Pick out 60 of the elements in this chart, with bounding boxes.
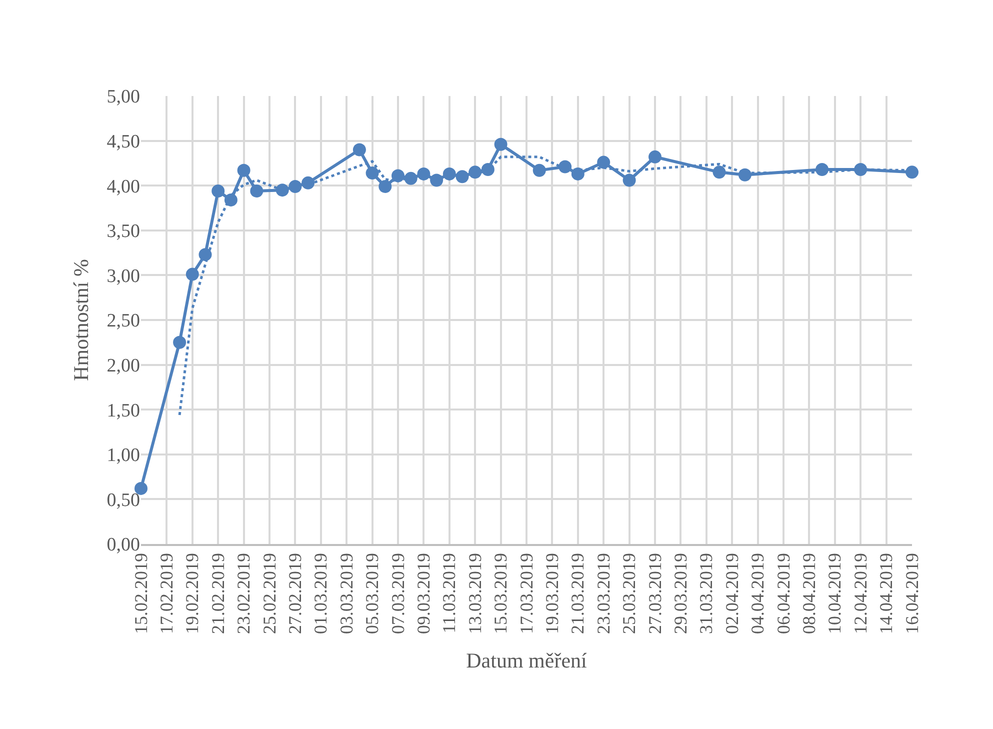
point	[134, 482, 148, 495]
x-tick-label: 06.04.2019	[773, 552, 794, 634]
point	[494, 138, 508, 151]
x-tick-label: 27.02.2019	[285, 552, 306, 634]
y-tick-label: 4,50	[106, 131, 140, 152]
x-tick-label: 27.03.2019	[644, 552, 665, 634]
point	[906, 166, 918, 179]
x-tick-label: 11.03.2019	[439, 552, 460, 634]
y-tick-label: 5,00	[106, 86, 140, 108]
x-tick-label: 07.03.2019	[388, 552, 408, 634]
point	[392, 169, 404, 182]
x-tick-label: 15.02.2019	[130, 552, 151, 634]
point	[378, 180, 392, 193]
x-tick-label: 12.04.2019	[850, 552, 870, 634]
point	[597, 156, 610, 169]
x-tick-label: 10.04.2019	[824, 552, 845, 634]
y-tick-label: 2,00	[106, 355, 140, 376]
point	[173, 336, 186, 349]
x-tick-label: 03.03.2019	[336, 552, 356, 634]
y-tick-label: 1,00	[106, 445, 140, 466]
point	[366, 166, 379, 180]
x-tick-label: 01.03.2019	[310, 552, 331, 634]
point	[186, 268, 199, 281]
x-tick-label: 13.03.2019	[464, 552, 485, 634]
point	[212, 184, 225, 198]
x-tick-label: 02.04.2019	[722, 552, 742, 634]
x-tick-label: 21.02.2019	[208, 552, 228, 634]
x-tick-label: 25.03.2019	[619, 552, 640, 634]
point	[237, 164, 250, 177]
point	[622, 174, 636, 187]
x-tick-label: 05.03.2019	[362, 552, 382, 634]
x-tick-label: 15.03.2019	[490, 552, 511, 634]
x-tick-label: 16.04.2019	[902, 552, 922, 634]
y-tick-label: 2,50	[106, 310, 140, 332]
x-tick-label: 17.02.2019	[156, 552, 177, 634]
x-tick-label: 29.03.2019	[670, 552, 691, 634]
y-tick-label: 3,50	[106, 221, 140, 242]
x-tick-label: 19.02.2019	[182, 552, 202, 634]
x-tick-label: 14.04.2019	[876, 552, 896, 634]
y-tick-label: 3,00	[106, 266, 140, 287]
x-axis-title: Datum měření	[466, 648, 588, 673]
x-tick-label: 23.02.2019	[234, 552, 254, 634]
y-axis-title: Hmotnostní %	[68, 259, 93, 381]
x-tick-label: 08.04.2019	[799, 552, 820, 634]
point	[648, 150, 662, 164]
x-tick-label: 09.03.2019	[414, 552, 434, 634]
x-tick-label: 19.03.2019	[542, 552, 562, 634]
x-tick-label: 31.03.2019	[696, 552, 716, 634]
point	[712, 166, 726, 179]
point	[352, 143, 366, 156]
y-tick-label: 4,00	[106, 176, 140, 198]
point	[250, 184, 264, 198]
y-tick-label: 1,50	[106, 400, 140, 422]
y-tick-label: 0,50	[106, 490, 140, 511]
x-tick-label: 21.03.2019	[568, 552, 588, 634]
x-tick-label: 23.03.2019	[593, 552, 614, 634]
x-tick-label: 25.02.2019	[259, 552, 280, 634]
point	[532, 164, 546, 177]
x-tick-label: 17.03.2019	[516, 552, 536, 634]
x-tick-label: 04.04.2019	[748, 552, 768, 634]
